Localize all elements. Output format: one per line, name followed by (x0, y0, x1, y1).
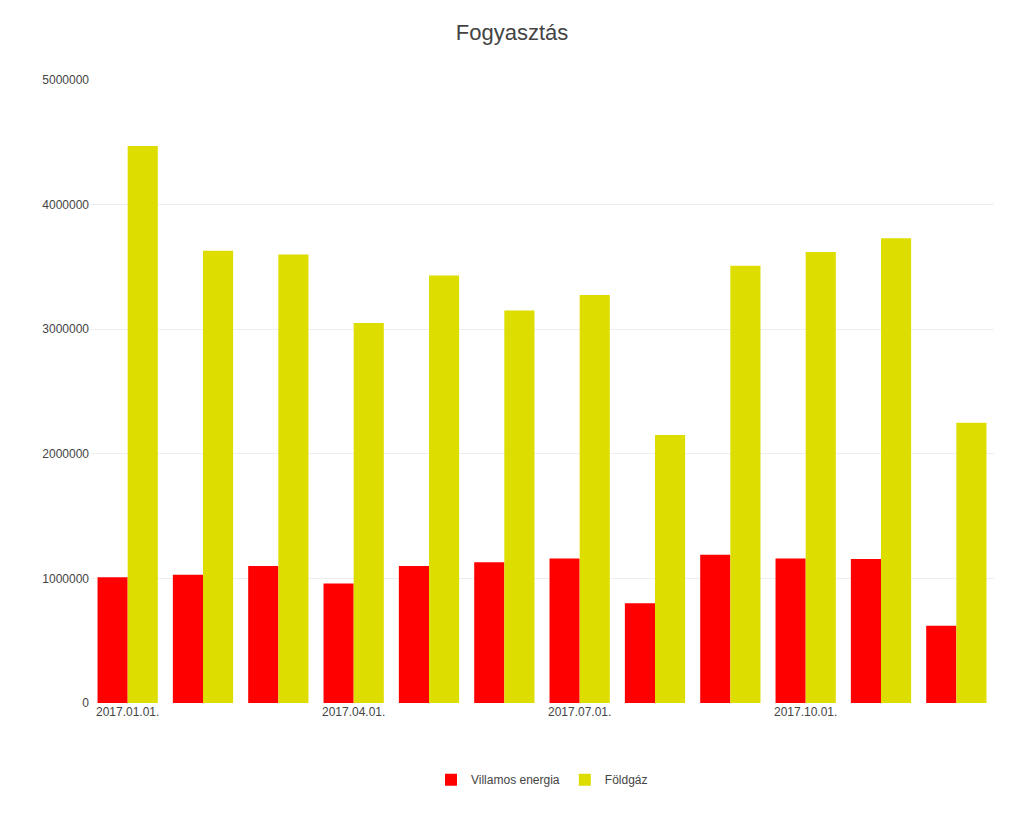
svg-text:5000000: 5000000 (42, 73, 89, 87)
svg-text:Villamos energia: Villamos energia (471, 773, 560, 787)
svg-text:4000000: 4000000 (42, 198, 89, 212)
svg-text:2017.01.01.: 2017.01.01. (96, 705, 159, 719)
svg-text:2017.04.01.: 2017.04.01. (322, 705, 385, 719)
svg-text:2000000: 2000000 (42, 447, 89, 461)
svg-text:2017.07.01.: 2017.07.01. (548, 705, 611, 719)
svg-text:1000000: 1000000 (42, 572, 89, 586)
svg-text:2017.10.01.: 2017.10.01. (774, 705, 837, 719)
svg-text:3000000: 3000000 (42, 322, 89, 336)
svg-text:0: 0 (82, 696, 89, 710)
svg-text:Földgáz: Földgáz (605, 773, 648, 787)
svg-text:Fogyasztás: Fogyasztás (456, 20, 569, 45)
